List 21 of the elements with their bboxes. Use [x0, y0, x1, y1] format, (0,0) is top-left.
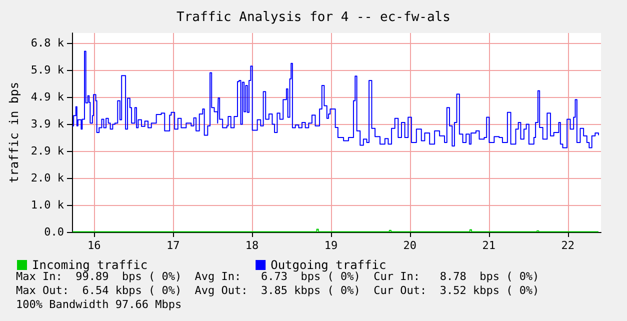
y-tick-label: 4.9 k: [30, 90, 64, 104]
x-tick-label: 19: [324, 239, 338, 252]
y-tick-label: 5.9 k: [30, 64, 64, 77]
text: 100% Bandwidth 97.66 Mbps: [16, 298, 183, 312]
x-tick-label: 22: [561, 239, 574, 252]
chart-title: Traffic Analysis for 4 -- ec-fw-als: [176, 10, 450, 25]
legend-label: Incoming traffic: [32, 258, 148, 272]
x-tick-label: 21: [482, 239, 496, 252]
y-tick-label: 1.0 k: [30, 198, 64, 212]
y-tick-label: 6.8 k: [30, 36, 64, 50]
x-tick-label: 17: [166, 239, 180, 252]
text: Max Out: 6.54 kbps ( 0%) Avg Out: 3.85 kbps ( 0%) Cur Out: 3.52 kbps ( 0%): [16, 284, 540, 298]
y-tick-label: 2.9 k: [30, 144, 64, 158]
legend-label: Outgoing traffic: [270, 258, 386, 272]
y-tick-label: 2.0 k: [30, 172, 64, 185]
y-axis-title: traffic in bps: [7, 82, 21, 184]
x-tick-label: 16: [87, 239, 101, 252]
y-tick-label: 3.9 k: [30, 118, 64, 131]
x-tick-label: 18: [245, 239, 259, 252]
y-tick-label: 0.0: [44, 226, 64, 238]
x-tick-label: 20: [403, 239, 417, 252]
